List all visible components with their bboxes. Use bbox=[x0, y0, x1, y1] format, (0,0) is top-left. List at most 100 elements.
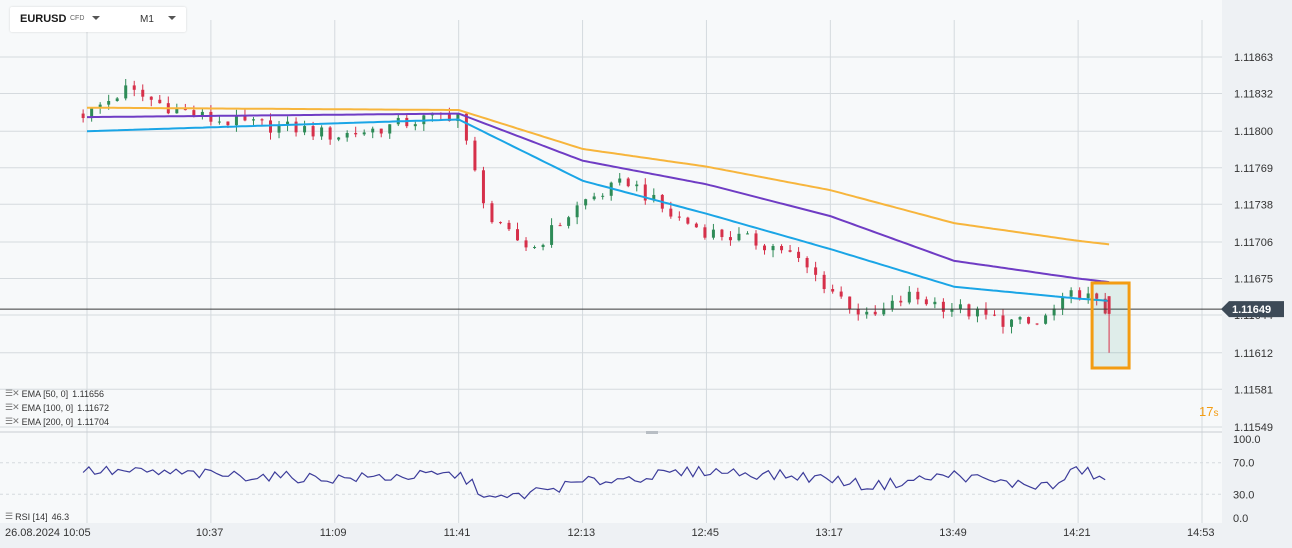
candle-body bbox=[677, 216, 681, 218]
candles bbox=[81, 78, 1107, 334]
candle-body bbox=[1095, 293, 1099, 299]
candle-body bbox=[464, 113, 468, 141]
candle-body bbox=[941, 301, 945, 312]
candle-body bbox=[456, 113, 460, 122]
current-price-tag bbox=[1221, 301, 1284, 318]
price-axis-label: 1.11800 bbox=[1234, 126, 1273, 138]
pane-resize-handle bbox=[646, 431, 658, 434]
candle-body bbox=[567, 217, 571, 226]
ema-line-1 bbox=[87, 112, 1110, 284]
candle-body bbox=[805, 258, 809, 268]
candle-body bbox=[916, 291, 920, 300]
candle-body bbox=[362, 132, 366, 135]
candle-body bbox=[865, 311, 869, 315]
candle-body bbox=[1044, 315, 1048, 324]
symbol-type: CFD bbox=[70, 15, 85, 22]
candle-body bbox=[175, 107, 179, 114]
candle-body bbox=[711, 229, 715, 238]
candle-body bbox=[243, 115, 247, 121]
candle-body bbox=[550, 225, 554, 245]
candle-body bbox=[1086, 293, 1090, 299]
candle-body bbox=[294, 121, 298, 133]
candle-body bbox=[848, 296, 852, 310]
candle-body bbox=[797, 251, 801, 259]
candle-body bbox=[737, 233, 741, 241]
candle-body bbox=[788, 250, 792, 252]
candle-body bbox=[149, 96, 153, 100]
price-axis-label: 1.11612 bbox=[1234, 348, 1273, 360]
candle-body bbox=[311, 126, 315, 137]
time-axis-label: 26.08.2024 10:05 bbox=[5, 527, 91, 539]
candle-body bbox=[98, 104, 102, 108]
indicator-settings-icon[interactable]: ☰✕ bbox=[5, 416, 20, 426]
ema200-legend[interactable]: ☰✕ EMA [200, 0] 1.11704 bbox=[5, 416, 110, 427]
time-axis-label: 13:49 bbox=[939, 527, 967, 539]
candle-body bbox=[107, 101, 111, 105]
symbol-selector[interactable]: EURUSD CFD M1 bbox=[10, 7, 186, 32]
candle-body bbox=[754, 233, 758, 246]
candle-body bbox=[856, 309, 860, 315]
candle-body bbox=[1103, 298, 1107, 314]
candle-body bbox=[839, 291, 843, 297]
rsi-line bbox=[82, 465, 1106, 500]
ema100-legend[interactable]: ☰✕ EMA [100, 0] 1.11672 bbox=[5, 402, 110, 413]
candle-body bbox=[703, 227, 707, 238]
timeframe-label[interactable]: M1 bbox=[140, 14, 154, 25]
candle-body bbox=[379, 128, 383, 134]
ema50-legend[interactable]: ☰✕ EMA [50, 0] 1.11656 bbox=[5, 388, 105, 399]
time-axis-label: 14:53 bbox=[1187, 527, 1215, 539]
price-axis-label: 1.11738 bbox=[1234, 199, 1273, 211]
time-axis-label: 11:41 bbox=[444, 527, 471, 539]
candle-body bbox=[481, 170, 485, 204]
price-axis-label: 1.11549 bbox=[1234, 422, 1273, 434]
candle-body bbox=[447, 114, 451, 122]
timeframe-dropdown-icon[interactable] bbox=[168, 16, 176, 20]
candle-body bbox=[975, 308, 979, 317]
candle-body bbox=[958, 304, 962, 310]
candle-body bbox=[907, 291, 911, 303]
price-axis-label: 1.11863 bbox=[1234, 52, 1273, 64]
candle-body bbox=[158, 99, 162, 104]
candle-body bbox=[728, 237, 732, 241]
candle-body bbox=[1018, 317, 1022, 320]
indicator-settings-icon[interactable]: ☰✕ bbox=[5, 388, 20, 398]
candle-body bbox=[320, 127, 324, 137]
indicator-settings-icon[interactable]: ☰✕ bbox=[5, 402, 20, 412]
candle-body bbox=[669, 208, 673, 217]
candle-body bbox=[490, 203, 494, 223]
candle-body bbox=[618, 178, 622, 183]
candle-body bbox=[507, 222, 511, 230]
time-axis-label: 10:37 bbox=[196, 527, 224, 539]
candle-body bbox=[694, 223, 698, 228]
candle-body bbox=[303, 126, 307, 133]
candle-body bbox=[1035, 323, 1039, 325]
price-axis-label: 1.11769 bbox=[1234, 163, 1273, 175]
candle-body bbox=[950, 309, 954, 312]
candle-body bbox=[1027, 317, 1031, 324]
candle-body bbox=[992, 314, 996, 316]
candle-body bbox=[388, 124, 392, 134]
last-candle-body bbox=[1107, 296, 1111, 314]
indicator-settings-icon[interactable]: ☰ bbox=[5, 511, 13, 521]
candle-body bbox=[1069, 290, 1073, 297]
candle-body bbox=[558, 225, 562, 227]
symbol-dropdown-icon[interactable] bbox=[92, 16, 100, 20]
candle-body bbox=[473, 140, 477, 171]
candle-body bbox=[626, 178, 630, 187]
rsi-legend[interactable]: ☰ RSI [14] 46.3 bbox=[5, 511, 70, 522]
last-candle-highlight bbox=[1090, 281, 1131, 370]
candle-body bbox=[286, 121, 290, 126]
rsi-axis-label: 70.0 bbox=[1233, 458, 1254, 470]
candle-body bbox=[524, 240, 528, 248]
symbol-name: EURUSD bbox=[20, 13, 67, 25]
candle-body bbox=[1052, 308, 1056, 316]
candle-body bbox=[277, 125, 281, 133]
time-axis-label: 12:45 bbox=[691, 527, 719, 539]
candle-body bbox=[371, 128, 375, 133]
candle-body bbox=[345, 132, 349, 138]
candle-body bbox=[217, 121, 221, 123]
candle-body bbox=[192, 110, 196, 116]
candle-body bbox=[967, 304, 971, 317]
price-axis-label: 1.11581 bbox=[1234, 384, 1273, 396]
